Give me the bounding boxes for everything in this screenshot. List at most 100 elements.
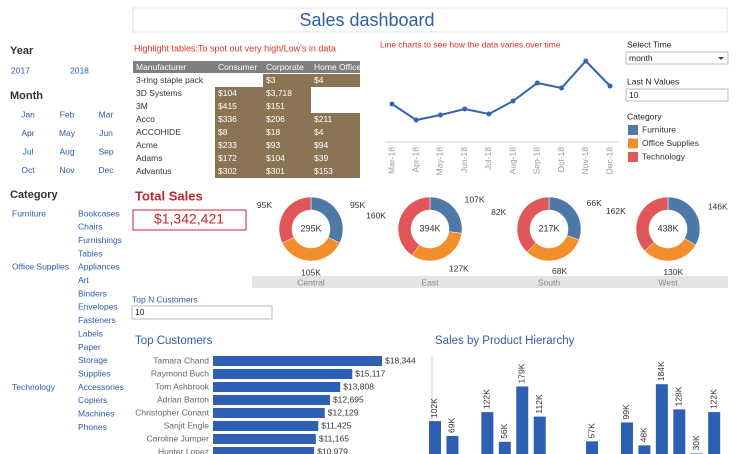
- month-option[interactable]: Mar: [99, 109, 114, 119]
- month-option[interactable]: Oct: [21, 165, 35, 175]
- table-cell: [311, 139, 360, 152]
- subcategory[interactable]: Machines: [78, 409, 114, 419]
- input-value[interactable]: 10: [135, 307, 145, 317]
- donut-label: 66K: [587, 198, 602, 208]
- subcategory[interactable]: Supplies: [78, 368, 111, 378]
- input-box[interactable]: [131, 305, 273, 320]
- donut-segment: [548, 196, 582, 241]
- filter-label: Category: [10, 189, 59, 201]
- x-tick-label: Mar-18: [386, 147, 396, 174]
- cell-value: $301: [266, 166, 285, 176]
- value-label: 112K: [534, 394, 544, 414]
- month-option[interactable]: Feb: [60, 109, 75, 119]
- cell-value: $3,718: [266, 88, 292, 98]
- month-option[interactable]: Jun: [99, 128, 113, 138]
- value-label: 184K: [656, 361, 666, 381]
- month-option[interactable]: Dec: [98, 165, 114, 175]
- table-cell: [263, 152, 311, 165]
- line-point: [510, 98, 516, 104]
- cell-value: $104: [218, 88, 237, 98]
- subcategory[interactable]: Storage: [78, 355, 108, 365]
- subcategory[interactable]: Bookcases: [78, 208, 120, 218]
- row-label: ACCOHIDE: [136, 127, 181, 137]
- bar-label: Hunter Lopez: [158, 446, 209, 454]
- kpi-box: [132, 209, 247, 231]
- column-header: Home Office: [314, 62, 361, 72]
- table-cell: [263, 87, 311, 100]
- category-group[interactable]: Office Supplies: [12, 262, 69, 272]
- table-cell: [215, 139, 263, 152]
- legend-swatch: [628, 125, 638, 135]
- control-label: Select Time: [627, 39, 672, 49]
- month-option[interactable]: Nov: [59, 165, 75, 175]
- subcategory[interactable]: Furnishings: [78, 235, 122, 245]
- table-header: [133, 61, 360, 73]
- x-tick-label: Sep-18: [532, 147, 542, 175]
- donut-label: 95K: [257, 200, 272, 210]
- dropdown[interactable]: [625, 51, 729, 65]
- month-option[interactable]: Aug: [59, 146, 74, 156]
- bar: [708, 412, 721, 454]
- subcategory[interactable]: Art: [78, 275, 90, 285]
- year-option[interactable]: 2017: [11, 65, 30, 75]
- bar: [213, 382, 341, 392]
- bar-label: Tamara Chand: [153, 355, 209, 365]
- table-cell: [215, 126, 263, 139]
- cell-value: $415: [218, 101, 237, 111]
- subcategory[interactable]: Labels: [78, 328, 103, 338]
- line-point: [607, 83, 613, 89]
- subcategory[interactable]: Phones: [78, 422, 107, 432]
- subcategory[interactable]: Binders: [78, 288, 107, 298]
- table-cell: [215, 113, 263, 126]
- kpi-label: Total Sales: [135, 188, 203, 203]
- month-option[interactable]: Sep: [98, 146, 113, 156]
- month-option[interactable]: May: [59, 128, 76, 138]
- category-group[interactable]: Technology: [12, 382, 56, 392]
- subcategory[interactable]: Fasteners: [78, 315, 116, 325]
- year-option[interactable]: 2018: [70, 65, 89, 75]
- value-label: 122K: [482, 389, 492, 409]
- cell-value: $4: [314, 127, 324, 137]
- subcategory[interactable]: Accessories: [78, 382, 124, 392]
- subcategory[interactable]: Paper: [78, 342, 101, 352]
- donut-segment: [667, 196, 701, 246]
- bar: [213, 369, 353, 379]
- line: [391, 59, 611, 122]
- category-group[interactable]: Furniture: [12, 208, 46, 218]
- region-strip: [252, 276, 728, 288]
- table-cell: [311, 126, 360, 139]
- input-value[interactable]: 10: [629, 90, 639, 100]
- cell-value: $211: [314, 114, 333, 124]
- bar: [213, 395, 330, 405]
- region-label: West: [658, 277, 678, 287]
- subcategory[interactable]: Chairs: [78, 222, 103, 232]
- line-point: [534, 80, 540, 86]
- donut-total: 217K: [538, 223, 559, 233]
- table-cell: [311, 165, 360, 178]
- subcategory[interactable]: Appliances: [78, 262, 120, 272]
- bar: [655, 384, 668, 454]
- table-cell: [215, 152, 263, 165]
- bar: [516, 386, 529, 454]
- subcategory[interactable]: Envelopes: [78, 302, 118, 312]
- value-label: 48K: [639, 427, 649, 442]
- month-option[interactable]: Jul: [23, 146, 34, 156]
- bar-label: Sanjit Engle: [164, 420, 210, 430]
- bar: [586, 441, 599, 454]
- month-option[interactable]: Jan: [21, 109, 35, 119]
- subcategory[interactable]: Copiers: [78, 395, 107, 405]
- x-tick-label: Jun-18: [459, 147, 469, 173]
- bar: [213, 421, 319, 431]
- table-cell: [263, 113, 311, 126]
- bar: [213, 447, 315, 454]
- month-option[interactable]: Apr: [21, 128, 34, 138]
- x-tick-label: Oct-18: [556, 147, 566, 173]
- cell-value: $302: [218, 166, 237, 176]
- cell-value: $4: [314, 75, 324, 85]
- value-label: $11,165: [319, 433, 349, 443]
- donut-label: 107K: [465, 194, 485, 204]
- subcategory[interactable]: Tables: [78, 248, 103, 258]
- dropdown-value[interactable]: month: [629, 53, 653, 63]
- input-box[interactable]: [625, 88, 729, 102]
- column-header: Consumer: [218, 62, 257, 72]
